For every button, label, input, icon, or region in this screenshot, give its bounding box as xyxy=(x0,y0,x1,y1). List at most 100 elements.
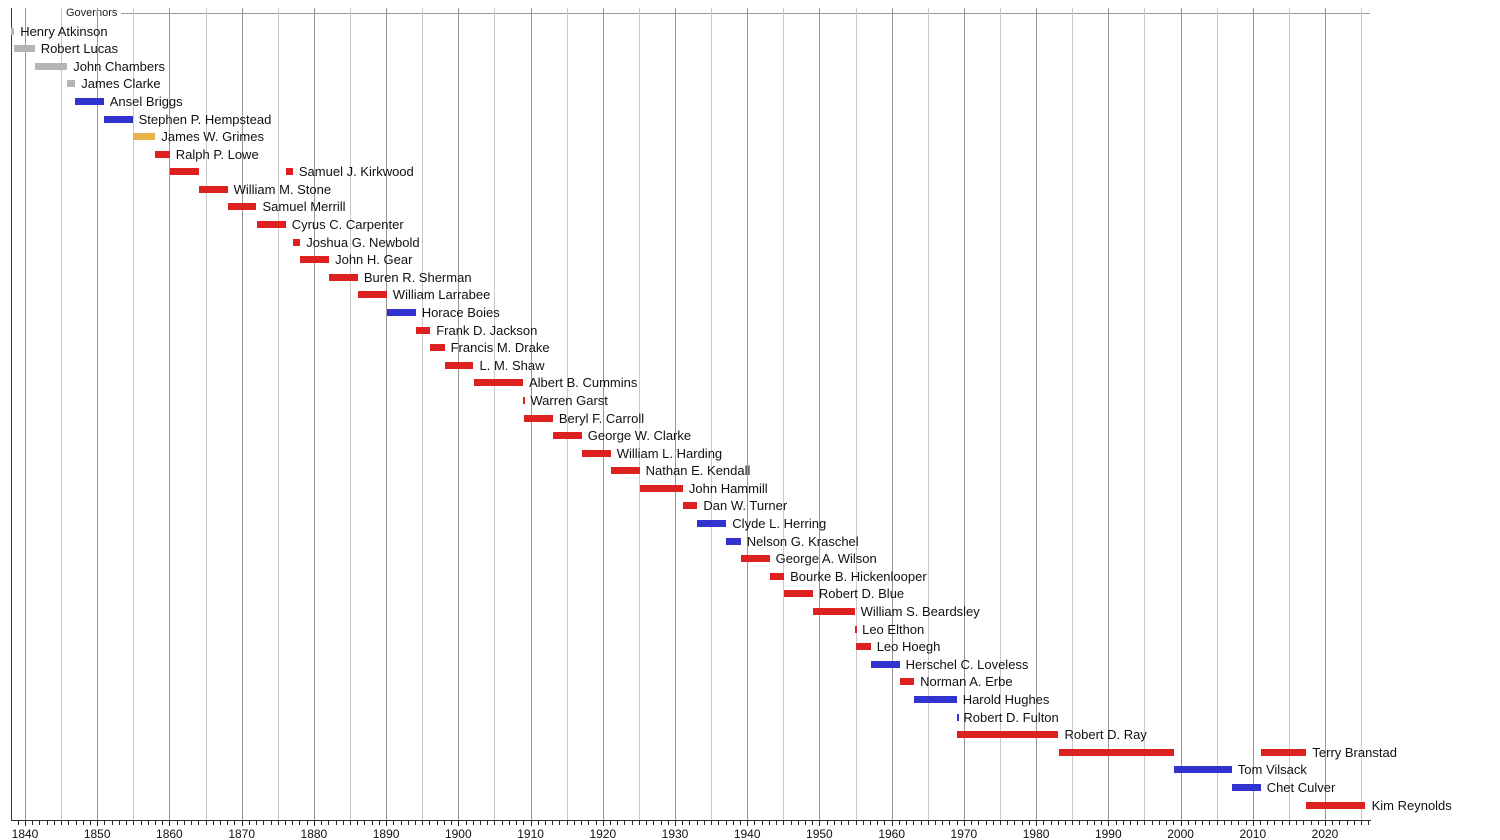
axis-decade-label: 1940 xyxy=(733,827,761,840)
axis-tick xyxy=(1202,821,1204,825)
axis-tick xyxy=(169,821,171,826)
governor-label[interactable]: Robert D. Fulton xyxy=(963,709,1059,725)
axis-tick xyxy=(740,821,741,825)
term-bar xyxy=(524,414,553,422)
governor-label[interactable]: Cyrus C. Carpenter xyxy=(291,217,404,232)
governor-label[interactable]: Norman A. Erbe xyxy=(920,674,1013,690)
governor-label[interactable]: George W. Clarke xyxy=(587,428,692,444)
governor-label[interactable]: L. M. Shaw xyxy=(479,357,545,373)
axis-tick xyxy=(227,821,229,825)
governor-label[interactable]: Samuel J. Kirkwood xyxy=(298,164,414,180)
gridline xyxy=(25,8,26,820)
axis-tick xyxy=(675,821,676,826)
governor-label[interactable]: Albert B. Cummins xyxy=(529,375,638,391)
governor-label[interactable]: Herschel C. Loveless xyxy=(905,656,1029,672)
governor-label[interactable]: Robert D. Ray xyxy=(1064,727,1147,743)
governor-label[interactable]: Nelson G. Kraschel xyxy=(746,533,859,549)
governor-label[interactable]: Stephen P. Hempstead xyxy=(138,111,272,127)
governor-label[interactable]: William S. Beardsley xyxy=(860,604,980,619)
axis-tick xyxy=(39,821,41,825)
governor-label[interactable]: William M. Stone xyxy=(233,181,332,197)
axis-decade-label: 1890 xyxy=(372,827,400,840)
governor-label[interactable]: Francis M. Drake xyxy=(450,340,550,356)
axis-tick xyxy=(183,821,185,825)
axis-tick xyxy=(176,821,178,825)
governor-label[interactable]: Joshua G. Newbold xyxy=(306,234,420,250)
axis-decade-label: 1980 xyxy=(1022,827,1050,840)
axis-tick xyxy=(133,821,135,825)
axis-tick xyxy=(1187,821,1189,825)
axis-tick xyxy=(335,821,337,825)
axis-tick xyxy=(805,821,806,825)
axis-tick xyxy=(862,821,864,825)
governor-label[interactable]: Bourke B. Hickenlooper xyxy=(790,568,927,584)
governor-label[interactable]: Ralph P. Lowe xyxy=(175,146,259,162)
gridline xyxy=(97,8,99,820)
axis-tick xyxy=(1101,821,1103,825)
gridline xyxy=(566,8,568,820)
axis-tick xyxy=(415,821,416,825)
term-bar xyxy=(256,221,286,228)
governor-label[interactable]: Warren Garst xyxy=(530,392,608,408)
axis-tick xyxy=(848,821,850,825)
axis-tick xyxy=(451,821,453,825)
governor-label[interactable]: Ansel Briggs xyxy=(109,93,183,109)
governor-label[interactable]: William L. Harding xyxy=(616,445,723,461)
axis-tick xyxy=(898,821,900,825)
governor-label[interactable]: Henry Atkinson xyxy=(20,23,108,39)
governor-label[interactable]: Kim Reynolds xyxy=(1371,797,1452,813)
axis-tick xyxy=(422,821,424,825)
axis-tick xyxy=(703,821,705,825)
term-bar xyxy=(726,537,741,545)
axis-tick xyxy=(306,821,308,825)
gridline xyxy=(602,8,604,820)
governor-label[interactable]: Nathan E. Kendall xyxy=(645,463,751,479)
governor-label[interactable]: James W. Grimes xyxy=(161,129,264,144)
governor-label[interactable]: Beryl F. Carroll xyxy=(558,410,645,426)
term-bar xyxy=(552,432,582,440)
axis-tick xyxy=(126,821,128,825)
term-bar xyxy=(956,713,959,721)
axis-tick xyxy=(487,821,489,825)
term-bar xyxy=(329,273,358,281)
term-bar xyxy=(697,520,727,527)
governor-label[interactable]: William Larrabee xyxy=(392,287,491,303)
governor-label[interactable]: Harold Hughes xyxy=(962,691,1050,707)
axis-tick xyxy=(299,821,301,825)
governor-label[interactable]: Leo Elthon xyxy=(862,621,925,637)
governor-label[interactable]: John H. Gear xyxy=(335,252,413,268)
axis-tick xyxy=(768,821,770,825)
term-bar xyxy=(415,326,431,334)
governor-label[interactable]: Tom Vilsack xyxy=(1237,762,1307,778)
gridline xyxy=(1325,8,1326,820)
governor-label[interactable]: Dan W. Turner xyxy=(703,498,788,514)
governor-label[interactable]: Robert D. Blue xyxy=(818,586,905,602)
governor-label[interactable]: Frank D. Jackson xyxy=(436,322,538,338)
governor-label[interactable]: James Clarke xyxy=(81,76,161,92)
governor-label[interactable]: Leo Hoegh xyxy=(876,639,941,655)
axis-tick xyxy=(884,821,886,825)
axis-tick xyxy=(1332,821,1334,825)
plot-left-border xyxy=(11,8,12,820)
axis-tick xyxy=(501,821,503,825)
axis-tick xyxy=(350,821,351,825)
axis-tick xyxy=(949,821,951,825)
governor-label[interactable]: John Hammill xyxy=(688,480,768,496)
axis-tick xyxy=(732,821,734,825)
axis-decade-label: 1930 xyxy=(661,827,689,840)
axis-tick xyxy=(191,821,193,825)
governor-label[interactable]: Buren R. Sherman xyxy=(363,269,472,285)
governor-label[interactable]: George A. Wilson xyxy=(775,551,877,567)
term-bar xyxy=(1260,748,1307,756)
governor-label[interactable]: Robert Lucas xyxy=(40,41,119,57)
governor-label[interactable]: Samuel Merrill xyxy=(262,199,346,215)
governor-label[interactable]: John Chambers xyxy=(73,58,165,74)
term-bar xyxy=(386,308,416,316)
governor-label[interactable]: Terry Branstad xyxy=(1312,744,1397,760)
axis-tick xyxy=(75,821,77,825)
governor-label[interactable]: Horace Boies xyxy=(421,304,500,320)
axis-tick xyxy=(494,821,496,825)
governor-label[interactable]: Chet Culver xyxy=(1266,779,1336,795)
governor-label[interactable]: Clyde L. Herring xyxy=(732,516,827,531)
term-bar xyxy=(292,238,301,246)
